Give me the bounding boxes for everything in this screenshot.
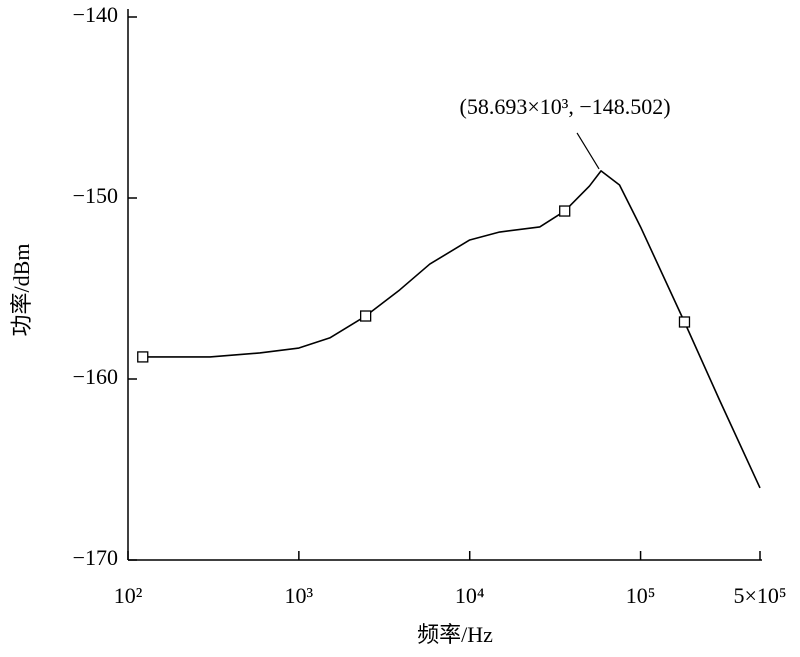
x-axis-label: 频率/Hz — [417, 622, 493, 647]
marker — [360, 310, 372, 322]
x-tick-label: 10² — [114, 583, 143, 608]
y-axis-label: 功率/dBm — [9, 244, 34, 337]
y-tick-label: −140 — [73, 2, 118, 27]
y-tick-label: −160 — [73, 364, 118, 389]
x-tick-label: 5×10⁵ — [733, 583, 786, 608]
marker — [559, 205, 571, 217]
annotation: (58.693×10³, −148.502) — [460, 94, 671, 119]
x-tick-label: 10³ — [285, 583, 314, 608]
marker — [678, 316, 691, 328]
y-tick-label: −170 — [73, 545, 118, 570]
annotation-leader — [576, 132, 600, 170]
marker — [137, 351, 149, 363]
y-tick-label: −150 — [73, 183, 118, 208]
x-tick-label: 10⁴ — [455, 583, 485, 608]
x-tick-label: 10⁵ — [626, 583, 656, 608]
data-line — [139, 170, 761, 489]
